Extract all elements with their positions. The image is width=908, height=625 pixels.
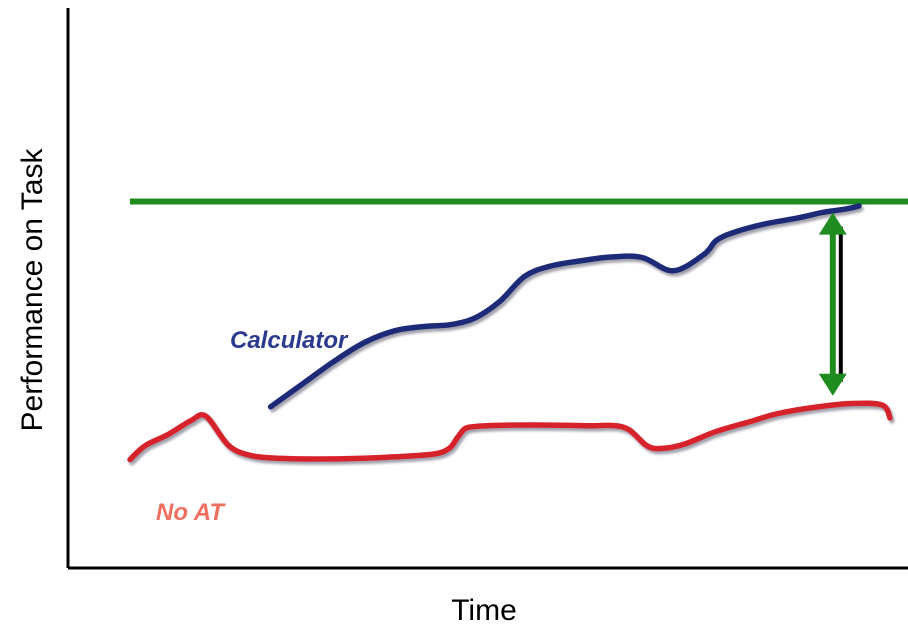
series-line-calculator xyxy=(267,203,862,410)
gap-double-arrow xyxy=(818,212,847,396)
series-label-no-at: No AT xyxy=(156,499,226,526)
series-line-no-at xyxy=(127,400,893,463)
arrow-head-bottom xyxy=(818,373,847,396)
x-axis-title: Time xyxy=(451,594,517,625)
y-axis-title: Performance on Task xyxy=(16,148,49,432)
series-label-calculator: Calculator xyxy=(230,327,349,354)
arrow-head-top xyxy=(818,212,847,235)
